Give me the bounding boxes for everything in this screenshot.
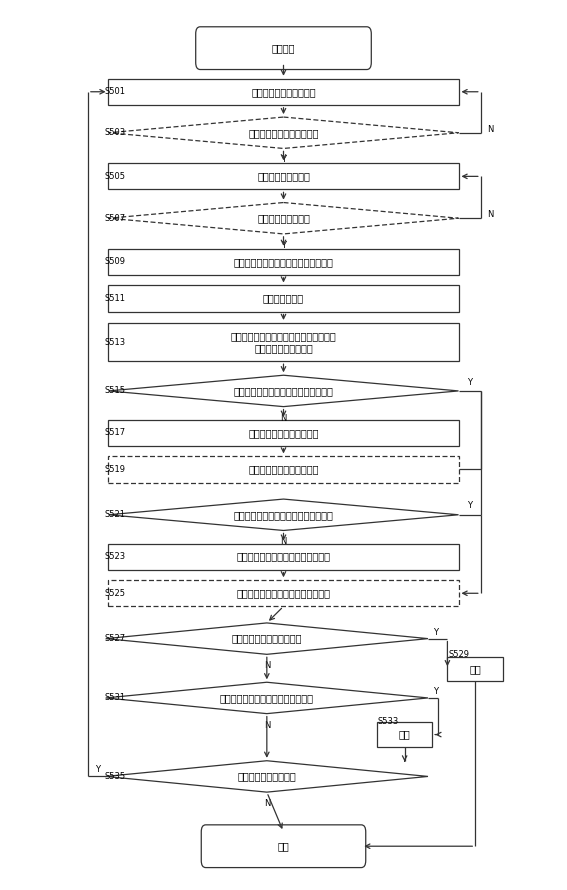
Text: 位置決め指示情報を送信: 位置決め指示情報を送信 xyxy=(251,86,316,97)
Text: 画像情報を取得: 画像情報を取得 xyxy=(263,294,304,303)
FancyBboxPatch shape xyxy=(196,27,371,69)
FancyBboxPatch shape xyxy=(201,825,366,868)
Text: 位置決め完了情報を受信？: 位置決め完了情報を受信？ xyxy=(248,128,319,138)
Bar xyxy=(108,248,459,275)
Polygon shape xyxy=(105,623,428,654)
Bar xyxy=(377,723,433,747)
Text: N: N xyxy=(280,538,287,546)
Text: 位置決め継続時間に加算時間を加算: 位置決め継続時間に加算時間を加算 xyxy=(236,588,331,598)
Text: S501: S501 xyxy=(104,87,125,96)
Text: S525: S525 xyxy=(104,589,125,598)
Text: S505: S505 xyxy=(104,172,125,181)
Text: Y: Y xyxy=(467,501,472,510)
Text: S531: S531 xyxy=(104,693,126,702)
Text: 待機時間の加算時間を取得: 待機時間の加算時間を取得 xyxy=(248,428,319,438)
Bar xyxy=(108,457,459,482)
Text: S515: S515 xyxy=(104,386,125,395)
Bar xyxy=(108,78,459,105)
Text: S519: S519 xyxy=(104,465,125,473)
Text: 開始位置領域及び終了位置領域を撮像: 開始位置領域及び終了位置領域を撮像 xyxy=(234,257,333,267)
Text: S521: S521 xyxy=(104,510,125,519)
Text: Y: Y xyxy=(467,377,472,386)
Bar xyxy=(108,323,459,361)
Text: 終了: 終了 xyxy=(278,841,289,851)
Text: スタート: スタート xyxy=(272,43,295,53)
Bar xyxy=(447,657,503,682)
Bar xyxy=(108,286,459,312)
Polygon shape xyxy=(108,376,459,407)
Text: 開始位置領域の品質は第１閾値以上？: 開始位置領域の品質は第１閾値以上？ xyxy=(234,386,333,396)
Text: 報知: 報知 xyxy=(469,664,481,674)
Text: S535: S535 xyxy=(104,772,126,781)
Text: S509: S509 xyxy=(104,257,125,266)
Text: Y: Y xyxy=(281,156,286,165)
Text: N: N xyxy=(264,721,270,730)
Text: S507: S507 xyxy=(104,214,126,222)
Text: N: N xyxy=(280,414,287,423)
Bar xyxy=(108,163,459,190)
Polygon shape xyxy=(108,499,459,530)
Text: 終了位置領域の品質は第２閾値以上？: 終了位置領域の品質は第２閾値以上？ xyxy=(234,510,333,520)
Text: 開始位置領域及び終了位置領域における
印刷画像の品質を評価: 開始位置領域及び終了位置領域における 印刷画像の品質を評価 xyxy=(231,331,336,353)
Polygon shape xyxy=(108,117,459,149)
Text: S517: S517 xyxy=(104,428,126,437)
Text: Y: Y xyxy=(95,765,100,773)
Text: 待機時間は第３閾値以上？: 待機時間は第３閾値以上？ xyxy=(231,634,302,643)
Text: 印刷指示情報を送信: 印刷指示情報を送信 xyxy=(257,172,310,182)
Text: 位置決め継続時間の加算時間を取得: 位置決め継続時間の加算時間を取得 xyxy=(236,552,331,562)
Text: S533: S533 xyxy=(378,717,399,726)
Text: Y: Y xyxy=(434,687,438,696)
Text: S503: S503 xyxy=(104,128,126,137)
Text: N: N xyxy=(488,125,494,134)
Text: 待機時間に加算時間を加算: 待機時間に加算時間を加算 xyxy=(248,465,319,474)
Text: 位置決め継続時間は第４閾値以上？: 位置決め継続時間は第４閾値以上？ xyxy=(220,693,314,703)
Text: N: N xyxy=(488,210,494,219)
Polygon shape xyxy=(105,761,428,792)
Text: N: N xyxy=(264,799,270,808)
Text: S527: S527 xyxy=(104,635,126,643)
Text: 報知: 報知 xyxy=(399,730,411,740)
Polygon shape xyxy=(108,203,459,234)
Bar xyxy=(108,580,459,606)
Text: 次の印刷対象物あり？: 次の印刷対象物あり？ xyxy=(238,772,296,781)
Text: S513: S513 xyxy=(104,337,126,346)
Text: N: N xyxy=(264,661,270,670)
Text: S529: S529 xyxy=(448,650,469,659)
Text: Y: Y xyxy=(281,241,286,250)
Polygon shape xyxy=(105,683,428,714)
Bar xyxy=(108,544,459,570)
Bar xyxy=(108,420,459,446)
Text: S511: S511 xyxy=(104,294,125,303)
Text: S523: S523 xyxy=(104,552,126,561)
Text: 印刷完了情報受信？: 印刷完了情報受信？ xyxy=(257,214,310,223)
Text: Y: Y xyxy=(434,627,438,637)
